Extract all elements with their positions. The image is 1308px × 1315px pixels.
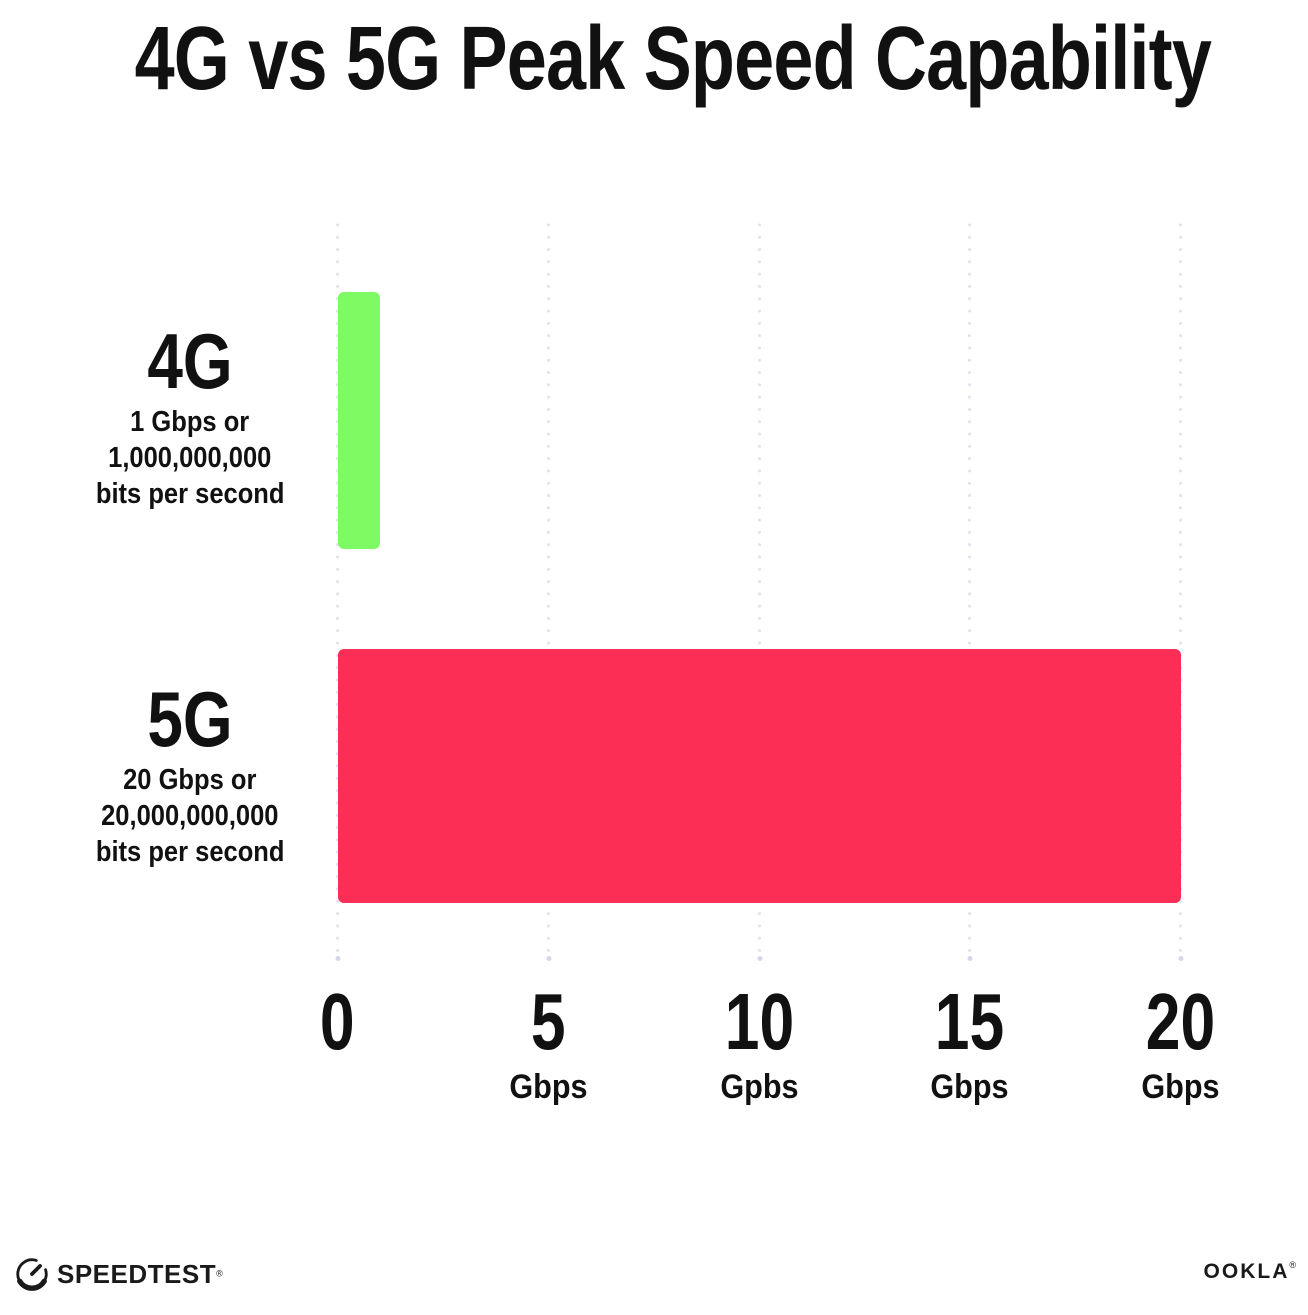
gridline-15 — [968, 223, 971, 958]
gridline-5 — [547, 223, 550, 958]
ookla-wordmark-text: OOKLA — [1203, 1260, 1290, 1283]
x-tick-5-number: 5 — [530, 977, 566, 1066]
row-5g-desc-line1: 20 Gbps or — [123, 764, 257, 796]
row-label-5g-desc: 20 Gbps or 20,000,000,000 bits per secon… — [40, 762, 340, 870]
x-tick-0: 0 — [237, 982, 437, 1104]
row-4g-desc-line2: 1,000,000,000 — [108, 442, 272, 474]
gridline-0 — [336, 223, 339, 958]
x-tick-10-number: 10 — [724, 977, 794, 1066]
x-tick-15-number: 15 — [934, 977, 1004, 1066]
x-tick-0-number: 0 — [319, 977, 355, 1066]
row-5g-desc-line2: 20,000,000,000 — [101, 800, 279, 832]
x-tick-15: 15 Gbps — [869, 977, 1069, 1106]
row-4g-desc-line3: bits per second — [95, 478, 285, 510]
row-label-5g: 5G 20 Gbps or 20,000,000,000 bits per se… — [40, 680, 340, 870]
speedtest-wordmark-text: SPEEDTEST — [57, 1258, 217, 1289]
bar-4g — [338, 292, 380, 549]
ookla-registered-mark: ® — [1289, 1260, 1296, 1270]
x-tick-10: 10 Gpbs — [659, 977, 859, 1106]
page-title-text: 4G vs 5G Peak Speed Capability — [134, 9, 1212, 109]
ookla-logo: OOKLA ® — [1204, 1260, 1296, 1284]
x-tick-20: 20 Gbps — [1080, 977, 1280, 1106]
row-label-4g-title: 4G — [147, 317, 233, 405]
gridline-10 — [758, 223, 761, 958]
row-label-5g-title: 5G — [147, 675, 233, 763]
row-label-4g: 4G 1 Gbps or 1,000,000,000 bits per seco… — [40, 322, 340, 512]
x-tick-10-unit: Gpbs — [719, 1068, 799, 1106]
row-4g-desc-line1: 1 Gbps or — [130, 406, 250, 438]
x-tick-15-unit: Gbps — [929, 1068, 1009, 1106]
speedtest-logo: SPEEDTEST® — [14, 1256, 223, 1292]
row-5g-desc-line3: bits per second — [95, 836, 285, 868]
speedometer-icon — [16, 1258, 48, 1291]
x-tick-20-unit: Gbps — [1140, 1068, 1220, 1106]
row-label-4g-desc: 1 Gbps or 1,000,000,000 bits per second — [40, 404, 340, 512]
x-tick-5: 5 Gbps — [448, 977, 648, 1106]
x-tick-20-number: 20 — [1145, 977, 1215, 1066]
bar-5g — [338, 649, 1181, 903]
speedtest-registered-mark: ® — [216, 1268, 223, 1279]
gridline-20 — [1179, 223, 1182, 958]
page-title: 4G vs 5G Peak Speed Capability — [0, 14, 1308, 104]
speedtest-wordmark: SPEEDTEST® — [57, 1259, 223, 1290]
x-tick-5-unit: Gbps — [508, 1068, 588, 1106]
